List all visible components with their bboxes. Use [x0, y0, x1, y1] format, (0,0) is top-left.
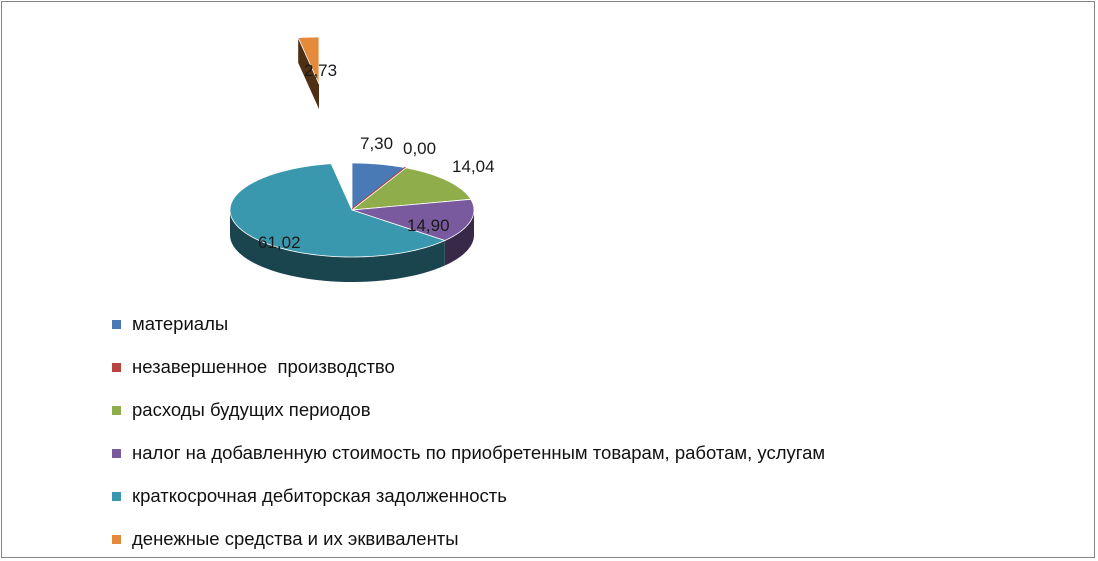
- legend-item-materials: материалы: [112, 302, 825, 345]
- data-label-vat: 14,90: [407, 216, 450, 235]
- data-label-wip: 0,00: [403, 139, 436, 158]
- pie-slice-cash: [297, 36, 320, 85]
- pie-slice-receivables-side: [230, 210, 445, 282]
- legend-item-cash: денежные средства и их эквиваленты: [112, 517, 825, 560]
- pie-slice-vat-side: [444, 210, 474, 266]
- pie-slice-receivables-wall: [230, 210, 445, 282]
- legend-swatch-deferred: [112, 405, 121, 415]
- legend-item-deferred: расходы будущих периодов: [112, 388, 825, 431]
- data-label-cash: 2,73: [304, 61, 337, 80]
- pie-slice-receivables: [229, 163, 446, 258]
- pie-slice-vat: [351, 198, 475, 241]
- pie-slice-cash-cut: [298, 37, 319, 109]
- legend-label-cash: денежные средства и их эквиваленты: [132, 527, 459, 549]
- data-label-receivables: 61,02: [258, 233, 301, 252]
- legend-swatch-materials: [112, 319, 121, 329]
- legend-item-receivables: краткосрочная дебиторская задолженность: [112, 474, 825, 517]
- pie-slice-vat-wall: [444, 210, 474, 266]
- legend: материалы незавершенное производство рас…: [112, 302, 825, 560]
- legend-item-wip: незавершенное производство: [112, 345, 825, 388]
- legend-label-deferred: расходы будущих периодов: [132, 398, 371, 420]
- data-labels: 7,30 0,00 14,04 14,90 61,02 2,73: [258, 61, 495, 252]
- legend-swatch-vat: [112, 448, 121, 458]
- legend-swatch-wip: [112, 362, 121, 372]
- legend-label-vat: налог на добавленную стоимость по приобр…: [132, 441, 826, 463]
- legend-item-vat: налог на добавленную стоимость по приобр…: [112, 431, 825, 474]
- legend-label-wip: незавершенное производство: [132, 355, 395, 377]
- data-label-deferred: 14,04: [452, 157, 495, 176]
- legend-swatch-receivables: [112, 491, 121, 501]
- legend-label-receivables: краткосрочная дебиторская задолженность: [132, 484, 507, 506]
- legend-swatch-cash: [112, 534, 121, 544]
- pie-slices: [229, 36, 475, 282]
- pie-slice-deferred: [350, 167, 472, 211]
- legend-label-materials: материалы: [132, 312, 229, 334]
- pie-slice-cash-side: [298, 37, 319, 109]
- data-label-materials: 7,30: [360, 134, 393, 153]
